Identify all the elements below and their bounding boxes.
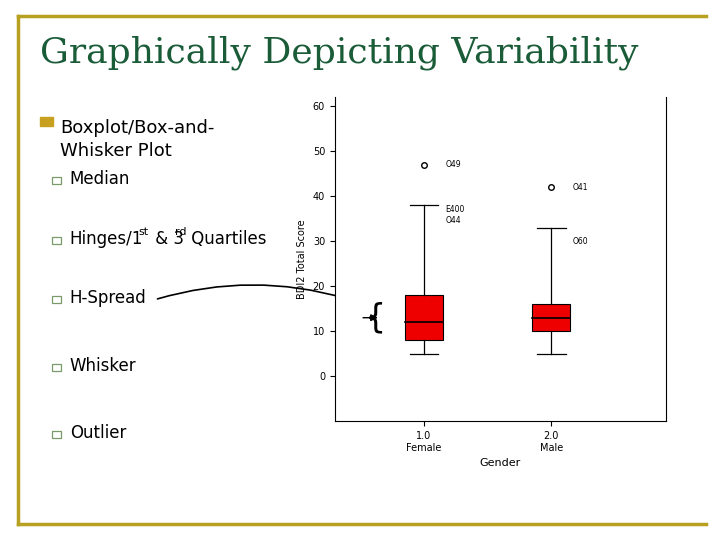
Text: E400
O44: E400 O44 <box>446 205 465 225</box>
Text: rd: rd <box>175 227 186 237</box>
Bar <box>52 177 61 184</box>
Text: H-Spread: H-Spread <box>70 289 147 307</box>
Bar <box>52 237 61 244</box>
Text: O49: O49 <box>446 160 462 169</box>
Text: Outlier: Outlier <box>70 424 126 442</box>
Bar <box>52 296 61 303</box>
Text: O60: O60 <box>573 237 589 246</box>
Text: {: { <box>365 301 386 334</box>
Text: st: st <box>138 227 148 237</box>
Text: Whisker Plot: Whisker Plot <box>60 142 171 160</box>
Text: Graphically Depicting Variability: Graphically Depicting Variability <box>40 35 638 70</box>
Text: Hinges/1: Hinges/1 <box>70 230 143 248</box>
Text: & 3: & 3 <box>150 230 184 248</box>
Y-axis label: BDI2 Total Score: BDI2 Total Score <box>297 219 307 299</box>
Bar <box>52 364 61 370</box>
Text: Quartiles: Quartiles <box>186 230 266 248</box>
Text: Boxplot/Box-and-: Boxplot/Box-and- <box>60 119 214 137</box>
Bar <box>52 431 61 438</box>
Bar <box>40 117 53 126</box>
Bar <box>405 295 443 340</box>
Bar <box>532 304 570 331</box>
Text: Whisker: Whisker <box>70 356 137 375</box>
Text: Median: Median <box>70 170 130 188</box>
Text: O41: O41 <box>573 183 588 192</box>
X-axis label: Gender: Gender <box>480 458 521 468</box>
